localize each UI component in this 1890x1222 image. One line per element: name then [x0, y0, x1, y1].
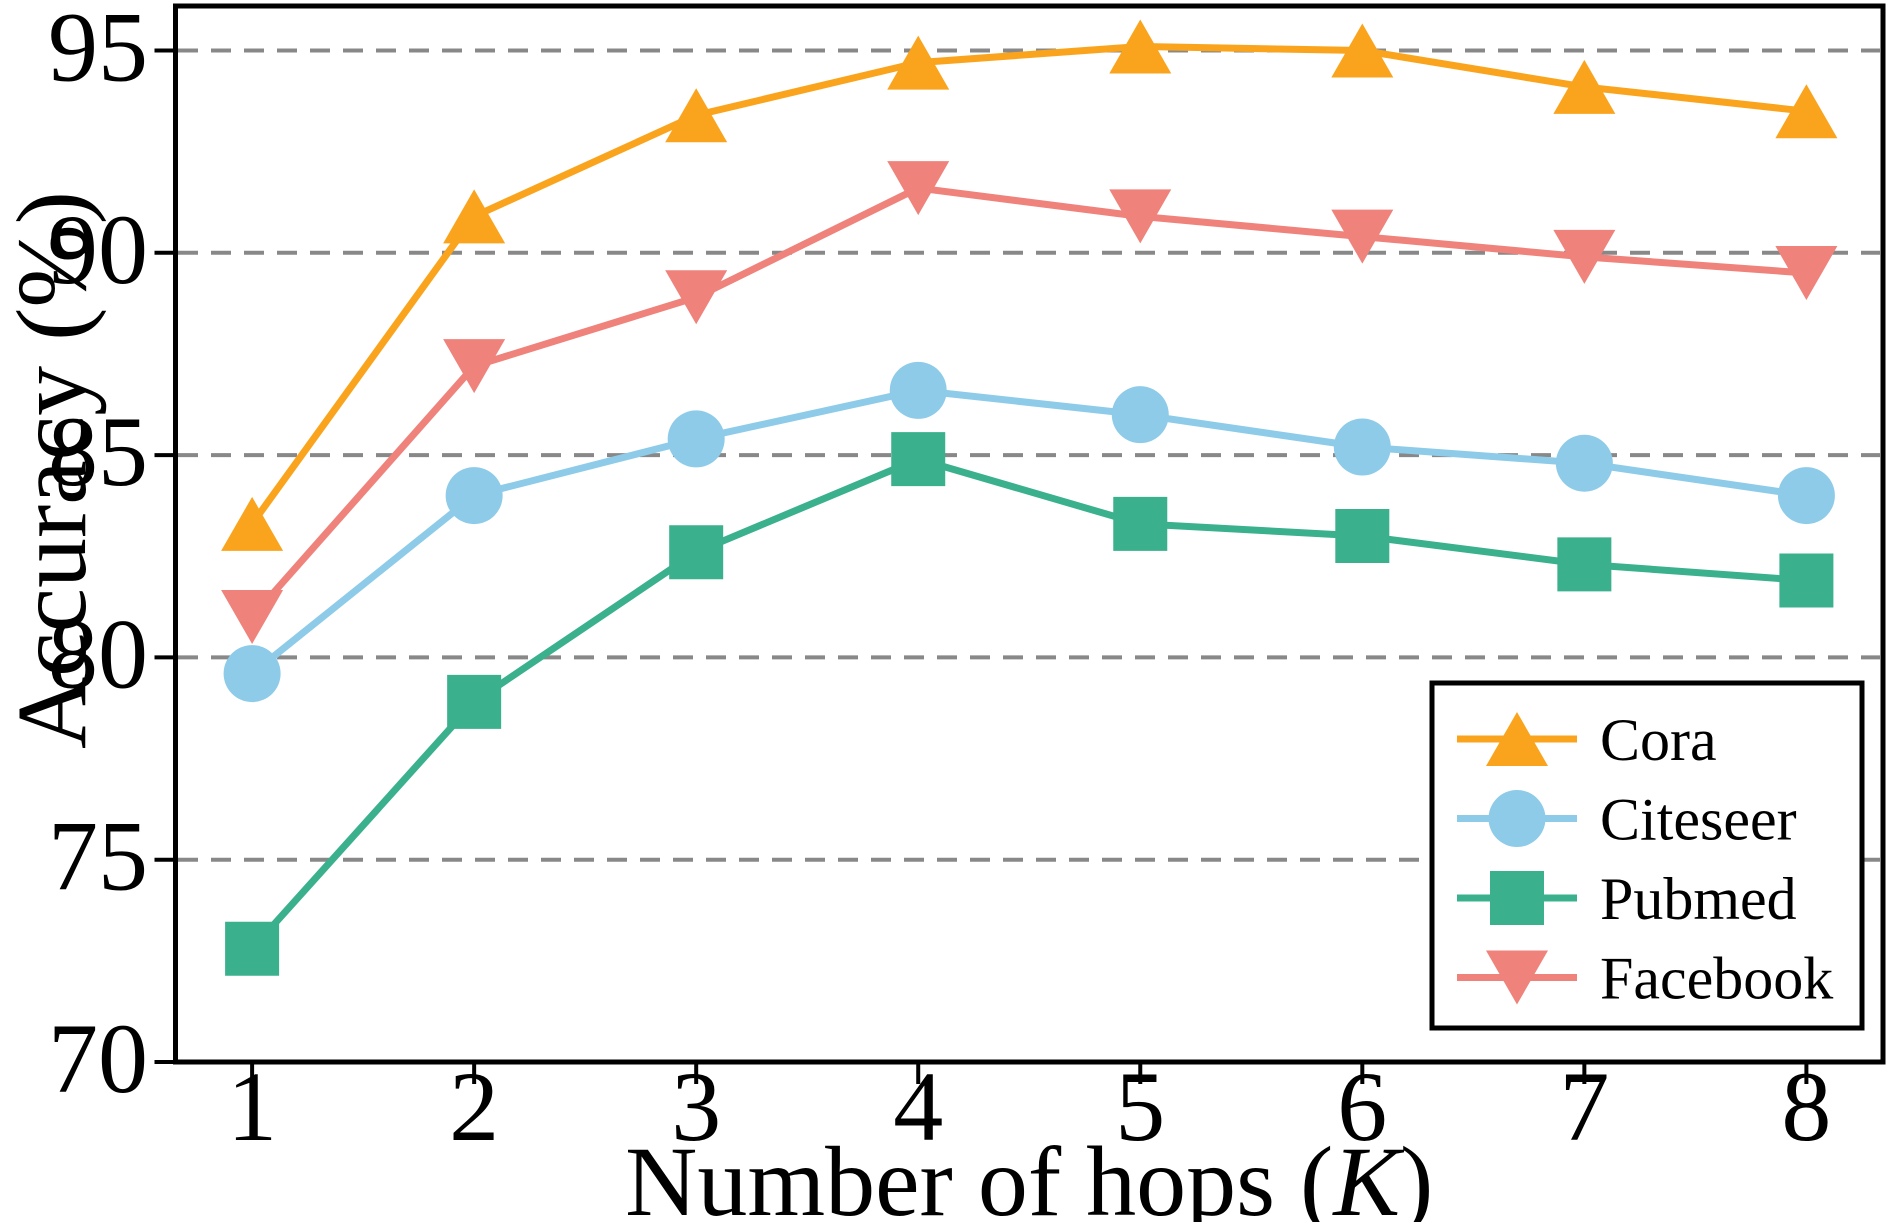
x-tick-label-5: 5: [1115, 1051, 1165, 1162]
legend-label-pubmed: Pubmed: [1600, 866, 1797, 932]
legend-item-pubmed: Pubmed: [1457, 866, 1797, 932]
marker-facebook-k2: [443, 339, 506, 394]
series-cora: [221, 19, 1838, 551]
marker-pubmed-k4: [891, 432, 946, 487]
marker-facebook-k5: [1109, 189, 1172, 244]
x-axis-label: Number of hops (K): [625, 1126, 1433, 1222]
marker-pubmed-k2: [447, 674, 502, 729]
legend: Cora Citeseer Pubmed Facebook: [1429, 680, 1865, 1031]
marker-citeseer-k7: [1555, 434, 1613, 492]
y-tick-label-75: 75: [48, 801, 148, 912]
series-line-citeseer: [248, 386, 1810, 678]
series-line-pubmed: [248, 455, 1810, 953]
marker-pubmed-k1: [225, 921, 280, 976]
legend-marker-pubmed: [1490, 871, 1544, 925]
marker-citeseer-k1: [223, 645, 281, 703]
y-tick-label-90: 90: [48, 194, 148, 305]
marker-facebook-k8: [1775, 246, 1838, 301]
marker-facebook-k3: [665, 270, 728, 325]
legend-label-facebook: Facebook: [1600, 946, 1833, 1012]
series-line-cora: [248, 42, 1810, 528]
marker-facebook-k7: [1553, 229, 1616, 284]
marker-facebook-k6: [1331, 209, 1394, 264]
legend-item-facebook: Facebook: [1457, 946, 1833, 1012]
marker-cora-k6: [1331, 23, 1394, 78]
legend-marker-citeseer: [1488, 790, 1546, 847]
legend-marker-facebook: [1486, 950, 1548, 1005]
marker-citeseer-k4: [889, 361, 947, 419]
marker-pubmed-k7: [1557, 537, 1612, 592]
marker-pubmed-k3: [669, 525, 724, 580]
legend-item-cora: Cora: [1457, 707, 1717, 773]
legend-marker-cora: [1486, 712, 1548, 766]
marker-pubmed-k8: [1779, 553, 1834, 608]
marker-cora-k1: [221, 496, 284, 551]
series-pubmed: [225, 432, 1834, 976]
marker-citeseer-k6: [1333, 418, 1391, 476]
marker-citeseer-k2: [445, 467, 503, 525]
y-tick-label-95: 95: [48, 0, 148, 103]
marker-citeseer-k3: [667, 410, 725, 468]
series-line-facebook: [248, 184, 1810, 621]
marker-facebook-k4: [887, 161, 950, 216]
x-tick-label-3: 3: [671, 1051, 721, 1162]
marker-cora-k4: [887, 35, 950, 90]
legend-item-citeseer: Citeseer: [1457, 787, 1797, 853]
plot-border: [173, 3, 1886, 1065]
legend-label-citeseer: Citeseer: [1600, 787, 1797, 853]
x-tick-label-4: 4: [893, 1051, 943, 1162]
x-tick-label-7: 7: [1559, 1051, 1609, 1162]
x-tick-label-1: 1: [227, 1051, 277, 1162]
marker-cora-k2: [443, 189, 506, 244]
x-tick-label-8: 8: [1781, 1051, 1831, 1162]
y-tick-label-70: 70: [48, 1003, 148, 1114]
series-facebook: [221, 161, 1838, 644]
marker-cora-k3: [665, 88, 728, 143]
x-tick-label-6: 6: [1337, 1051, 1387, 1162]
x-tick-label-2: 2: [449, 1051, 499, 1162]
y-tick-label-80: 80: [48, 598, 148, 709]
marker-cora-k7: [1553, 59, 1616, 114]
marker-citeseer-k5: [1111, 386, 1169, 444]
legend-label-cora: Cora: [1600, 707, 1717, 773]
marker-cora-k8: [1775, 84, 1838, 139]
y-axis-label: Accuracy (%): [0, 191, 107, 749]
marker-cora-k5: [1109, 19, 1172, 74]
y-tick-label-85: 85: [48, 396, 148, 507]
series-citeseer: [223, 361, 1835, 703]
marker-pubmed-k5: [1113, 496, 1168, 551]
marker-citeseer-k8: [1777, 467, 1835, 525]
marker-pubmed-k6: [1335, 509, 1390, 564]
marker-facebook-k1: [221, 589, 284, 644]
